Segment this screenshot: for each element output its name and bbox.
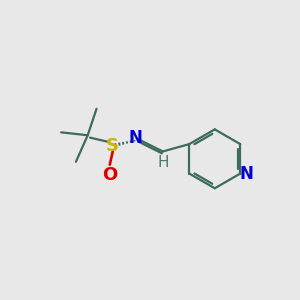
Text: N: N [129, 129, 142, 147]
Text: H: H [158, 155, 169, 170]
Text: O: O [102, 166, 117, 184]
Text: S: S [106, 136, 119, 154]
Text: N: N [240, 165, 254, 183]
